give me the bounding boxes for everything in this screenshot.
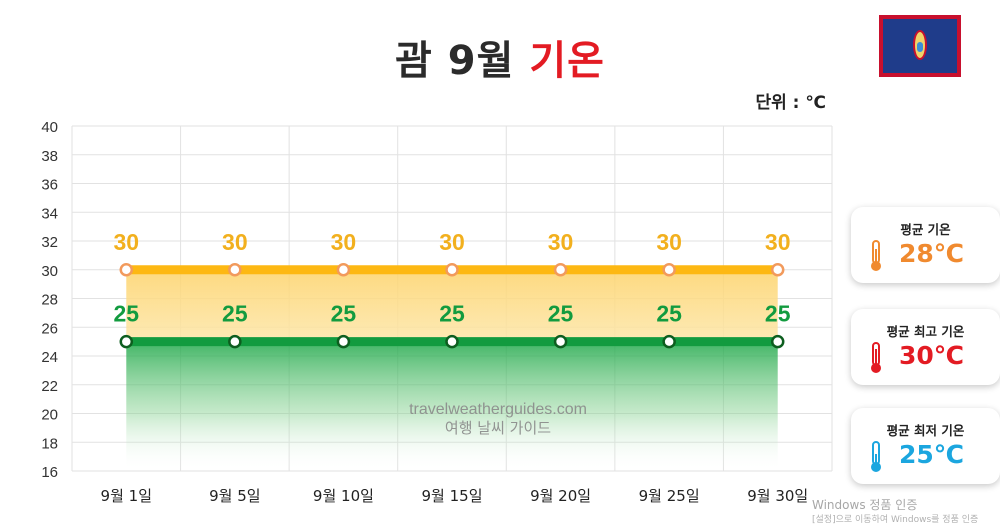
watermark-site: travelweatherguides.com	[409, 401, 587, 418]
y-tick-label: 34	[41, 205, 58, 222]
avg-high-card: 평균 최고 기온 30℃	[851, 309, 1000, 385]
high-temp-data-label: 30	[765, 229, 791, 255]
y-tick-label: 20	[41, 407, 58, 424]
low-temp-data-label: 25	[439, 301, 465, 327]
high-temp-point	[770, 263, 785, 277]
y-tick-label: 36	[41, 177, 58, 194]
y-tick-label: 28	[41, 292, 58, 309]
low-temp-point	[662, 334, 676, 349]
high-low-band	[126, 269, 778, 342]
avg-low-label: 평균 최저 기온	[886, 423, 965, 438]
chart-title: 괌 9월 기온	[0, 28, 1000, 86]
avg-temp-label: 평균 기온	[900, 222, 951, 237]
high-temp-point	[228, 263, 242, 277]
low-area-fill	[126, 341, 778, 471]
watermark-subtitle: 여행 날씨 가이드	[445, 419, 551, 437]
x-tick-label: 9월 20일	[530, 487, 591, 505]
high-temp-point	[662, 263, 676, 277]
x-tick-label: 9월 5일	[209, 487, 260, 505]
x-tick-label: 9월 10일	[313, 487, 374, 505]
y-tick-label: 32	[41, 234, 58, 251]
low-temp-data-label: 25	[656, 301, 682, 327]
low-temp-data-label: 25	[331, 301, 357, 327]
avg-temp-card: 평균 기온 28℃	[851, 207, 1000, 283]
x-tick-label: 9월 1일	[101, 487, 152, 505]
low-temp-point	[553, 334, 568, 349]
low-temp-point	[119, 334, 134, 349]
unit-label: 단위 : ℃	[755, 93, 826, 113]
y-tick-label: 22	[41, 378, 58, 395]
high-temp-data-label: 30	[113, 229, 139, 255]
title-accent: 기온	[529, 38, 605, 84]
low-temp-data-label: 25	[765, 301, 791, 327]
high-temp-data-label: 30	[222, 229, 248, 255]
title-main: 괌 9월	[395, 38, 515, 84]
y-tick-label: 38	[41, 148, 58, 165]
low-temp-data-label: 25	[113, 301, 139, 327]
high-temp-point	[119, 263, 134, 277]
y-tick-label: 24	[41, 349, 58, 366]
avg-low-value: 25℃	[899, 440, 965, 469]
x-tick-label: 9월 25일	[639, 487, 700, 505]
high-temp-data-label: 30	[548, 229, 574, 255]
avg-temp-value: 28℃	[899, 239, 965, 268]
high-temp-point	[553, 263, 568, 277]
high-temp-data-label: 30	[331, 229, 357, 255]
low-temp-data-label: 25	[548, 301, 574, 327]
high-temp-data-label: 30	[439, 229, 465, 255]
thermometer-icon	[871, 441, 881, 472]
avg-high-label: 평균 최고 기온	[886, 324, 965, 339]
high-temp-data-label: 30	[656, 229, 682, 255]
x-tick-label: 9월 30일	[747, 487, 808, 505]
high-temp-point	[445, 263, 459, 277]
thermometer-icon	[871, 342, 881, 373]
y-tick-label: 18	[41, 435, 58, 452]
y-tick-label: 40	[41, 119, 58, 136]
high-temp-point	[336, 263, 351, 277]
y-tick-label: 26	[41, 320, 58, 337]
os-activation-watermark: Windows 정품 인증	[812, 498, 918, 512]
x-tick-label: 9월 15일	[422, 487, 483, 505]
avg-high-value: 30℃	[899, 341, 965, 370]
low-temp-data-label: 25	[222, 301, 248, 327]
avg-low-card: 평균 최저 기온 25℃	[851, 408, 1000, 484]
low-temp-point	[445, 334, 459, 349]
low-temp-point	[336, 334, 351, 349]
y-tick-label: 30	[41, 263, 58, 280]
os-activation-watermark-detail: [설정]으로 이동하여 Windows를 정품 인증	[812, 515, 979, 525]
thermometer-icon	[871, 240, 881, 271]
low-temp-point	[770, 334, 785, 349]
low-temp-point	[228, 334, 242, 349]
y-tick-label: 16	[41, 464, 58, 481]
guam-flag-icon	[879, 15, 961, 77]
